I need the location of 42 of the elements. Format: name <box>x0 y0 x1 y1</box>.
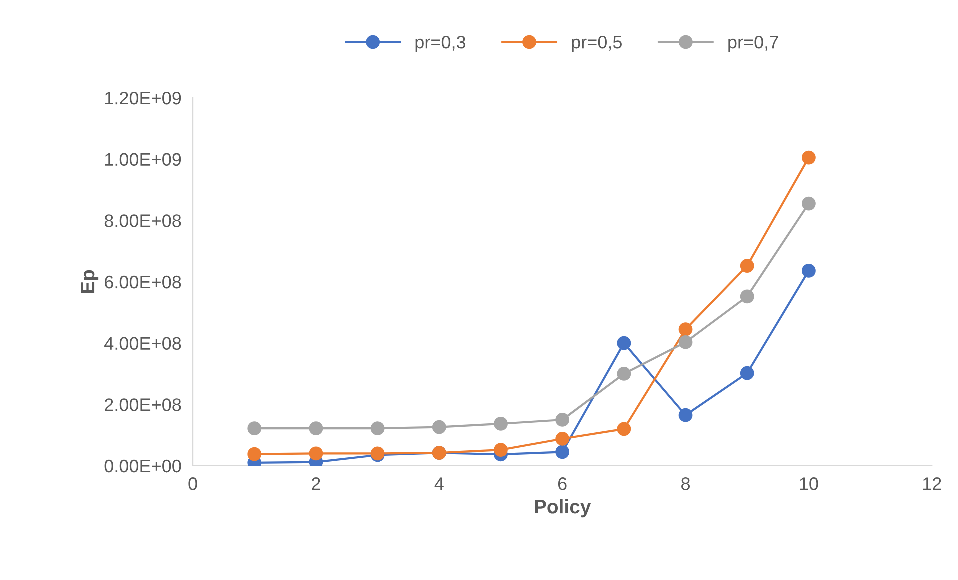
point <box>740 366 754 380</box>
point <box>802 264 816 278</box>
point <box>248 447 262 462</box>
point <box>370 422 385 436</box>
point <box>432 420 446 434</box>
point <box>248 422 262 436</box>
legend-label: pr=0,7 <box>728 36 778 52</box>
point <box>740 259 754 273</box>
point <box>802 150 816 165</box>
point <box>802 196 816 211</box>
point <box>494 417 508 431</box>
y-tick-label: 8.00E+08 <box>104 214 182 228</box>
y-tick-label: 6.00E+08 <box>105 276 182 289</box>
point <box>740 290 754 304</box>
point <box>617 336 632 350</box>
y-tick-label: 1.00E+09 <box>105 153 182 166</box>
x-tick-label: 10 <box>800 478 818 490</box>
y-tick-label: 1.20E+09 <box>105 92 182 105</box>
point <box>617 422 632 436</box>
point <box>678 322 693 336</box>
point <box>556 445 570 460</box>
x-tick-label: 0 <box>188 478 198 490</box>
x-tick-label: 6 <box>558 478 567 490</box>
point <box>556 432 570 446</box>
point <box>678 335 693 350</box>
point <box>309 446 324 461</box>
y-tick-label: 0.00E+00 <box>104 460 182 473</box>
point <box>678 408 693 422</box>
legend-label: pr=0,3 <box>416 36 466 52</box>
x-axis-title: Policy <box>535 499 592 518</box>
x-tick-label: 12 <box>923 478 942 490</box>
y-tick-label: 4.00E+08 <box>104 337 182 350</box>
x-tick-label: 8 <box>682 478 690 490</box>
x-tick-label: 2 <box>312 478 320 490</box>
point <box>309 422 324 436</box>
point <box>494 443 508 457</box>
y-tick-label: 2.00E+08 <box>105 398 182 412</box>
legend-label: pr=0,5 <box>572 36 622 52</box>
point <box>556 413 570 427</box>
point <box>617 367 632 381</box>
x-tick-label: 4 <box>434 478 444 490</box>
y-axis-title: Ep <box>81 270 99 294</box>
